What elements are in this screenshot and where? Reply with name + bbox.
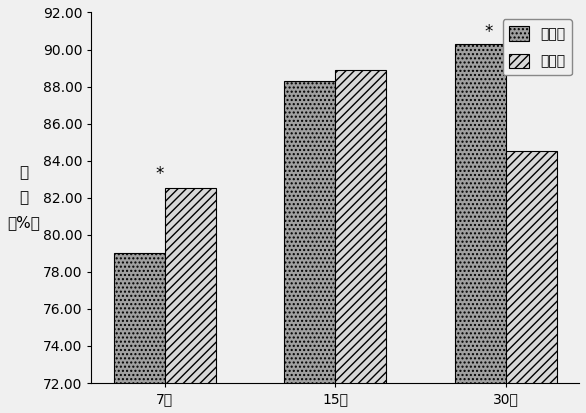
Bar — [284, 81, 335, 413]
Bar — [455, 44, 506, 413]
Text: *: * — [155, 165, 164, 183]
Y-axis label: 防
效
（%）: 防 效 （%） — [7, 166, 40, 230]
Bar — [165, 188, 216, 413]
Legend: 试杀剂, 噪呀酮: 试杀剂, 噪呀酮 — [503, 19, 572, 76]
Bar — [335, 70, 386, 413]
Bar — [114, 253, 165, 413]
Bar — [506, 152, 557, 413]
Text: *: * — [485, 23, 493, 41]
